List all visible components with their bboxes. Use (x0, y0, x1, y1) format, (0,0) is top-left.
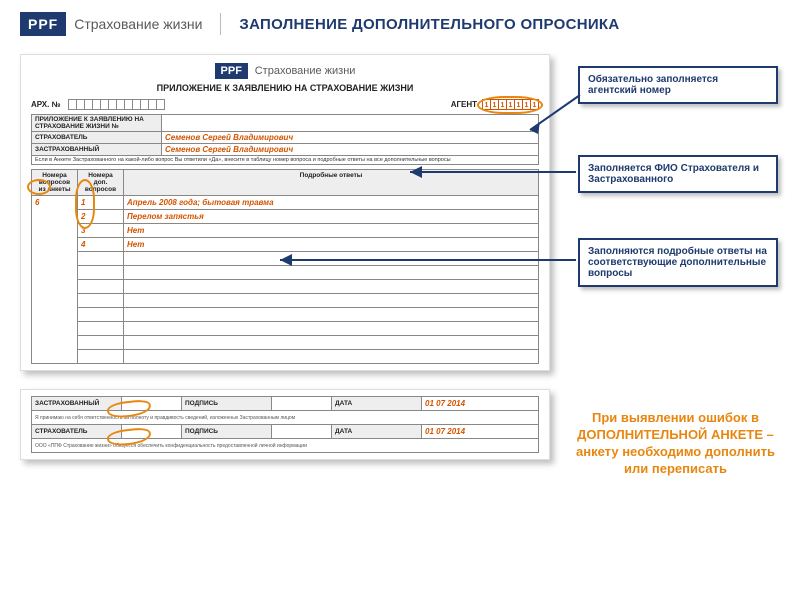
form-logo-abbr: PPF (215, 63, 248, 79)
arh-boxes (69, 99, 165, 110)
form-card-main: PPF Страхование жизни ПРИЛОЖЕНИЕ К ЗАЯВЛ… (20, 54, 550, 371)
callout-fio: Заполняется ФИО Страхователя и Застрахов… (578, 155, 778, 193)
qnum-value: 6 (35, 198, 39, 207)
row-insurer-label: СТРАХОВАТЕЛЬ (32, 132, 162, 144)
sig-date-label: ДАТА (332, 425, 422, 439)
form-logo: PPF Страхование жизни (31, 63, 539, 79)
form-instruction: Если в Анкете Застрахованного на какой-л… (32, 156, 539, 165)
signature-table: ЗАСТРАХОВАННЫЙ ПОДПИСЬ ДАТА 01 07 2014 Я… (31, 396, 539, 453)
form-logo-tag: Страхование жизни (255, 65, 356, 77)
sig-date-value: 01 07 2014 (422, 397, 539, 411)
answer-text: Нет (124, 238, 539, 252)
answer-text: Перелом запястья (124, 210, 539, 224)
brand-tagline: Страхование жизни (74, 16, 202, 32)
insured-name: Семенов Сергей Владимирович (162, 144, 539, 156)
form-card-signature: ЗАСТРАХОВАННЫЙ ПОДПИСЬ ДАТА 01 07 2014 Я… (20, 389, 550, 460)
arh-label: АРХ. № (31, 100, 61, 109)
highlight-ring-icon (75, 179, 95, 229)
callout-agent: Обязательно заполняется агентский номер (578, 66, 778, 104)
brand-logo: PPF (20, 12, 66, 36)
answer-text: Нет (124, 224, 539, 238)
row-insured-label: ЗАСТРАХОВАННЫЙ (32, 144, 162, 156)
answers-table: Номера вопросов из анкеты Номера доп. во… (31, 169, 539, 364)
row-app-label: ПРИЛОЖЕНИЕ К ЗАЯВЛЕНИЮ НА СТРАХОВАНИЕ ЖИ… (32, 115, 162, 132)
divider (220, 13, 221, 35)
agent-field: АГЕНТ 1 1 1 1 1 1 1 (451, 99, 539, 110)
form-heading: ПРИЛОЖЕНИЕ К ЗАЯВЛЕНИЮ НА СТРАХОВАНИЕ ЖИ… (31, 83, 539, 93)
warning-text: При выявлении ошибок в ДОПОЛНИТЕЛЬНОЙ АН… (573, 410, 778, 478)
insurer-name: Семенов Сергей Владимирович (162, 132, 539, 144)
agent-label: АГЕНТ (451, 100, 477, 109)
agent-digit: 1 (530, 99, 539, 110)
answer-text: Апрель 2008 года; бытовая травма (124, 196, 539, 210)
page-title: ЗАПОЛНЕНИЕ ДОПОЛНИТЕЛЬНОГО ОПРОСНИКА (239, 16, 619, 33)
highlight-ring-icon (27, 179, 51, 195)
sig-date-label: ДАТА (332, 397, 422, 411)
sig-sign-label: ПОДПИСЬ (182, 397, 272, 411)
sig-date-value: 01 07 2014 (422, 425, 539, 439)
qnum-cell: 6 (32, 196, 78, 364)
arh-agent-row: АРХ. № АГЕНТ 1 1 1 1 1 1 1 (31, 99, 539, 110)
page-header: PPF Страхование жизни ЗАПОЛНЕНИЕ ДОПОЛНИ… (0, 0, 800, 54)
sig-sign-label: ПОДПИСЬ (182, 425, 272, 439)
dopnum: 4 (78, 238, 124, 252)
col-detail-header: Подробные ответы (124, 170, 539, 196)
agent-boxes: 1 1 1 1 1 1 1 (483, 99, 539, 110)
parties-table: ПРИЛОЖЕНИЕ К ЗАЯВЛЕНИЮ НА СТРАХОВАНИЕ ЖИ… (31, 114, 539, 165)
callout-answers: Заполняются подробные ответы на соответс… (578, 238, 778, 287)
